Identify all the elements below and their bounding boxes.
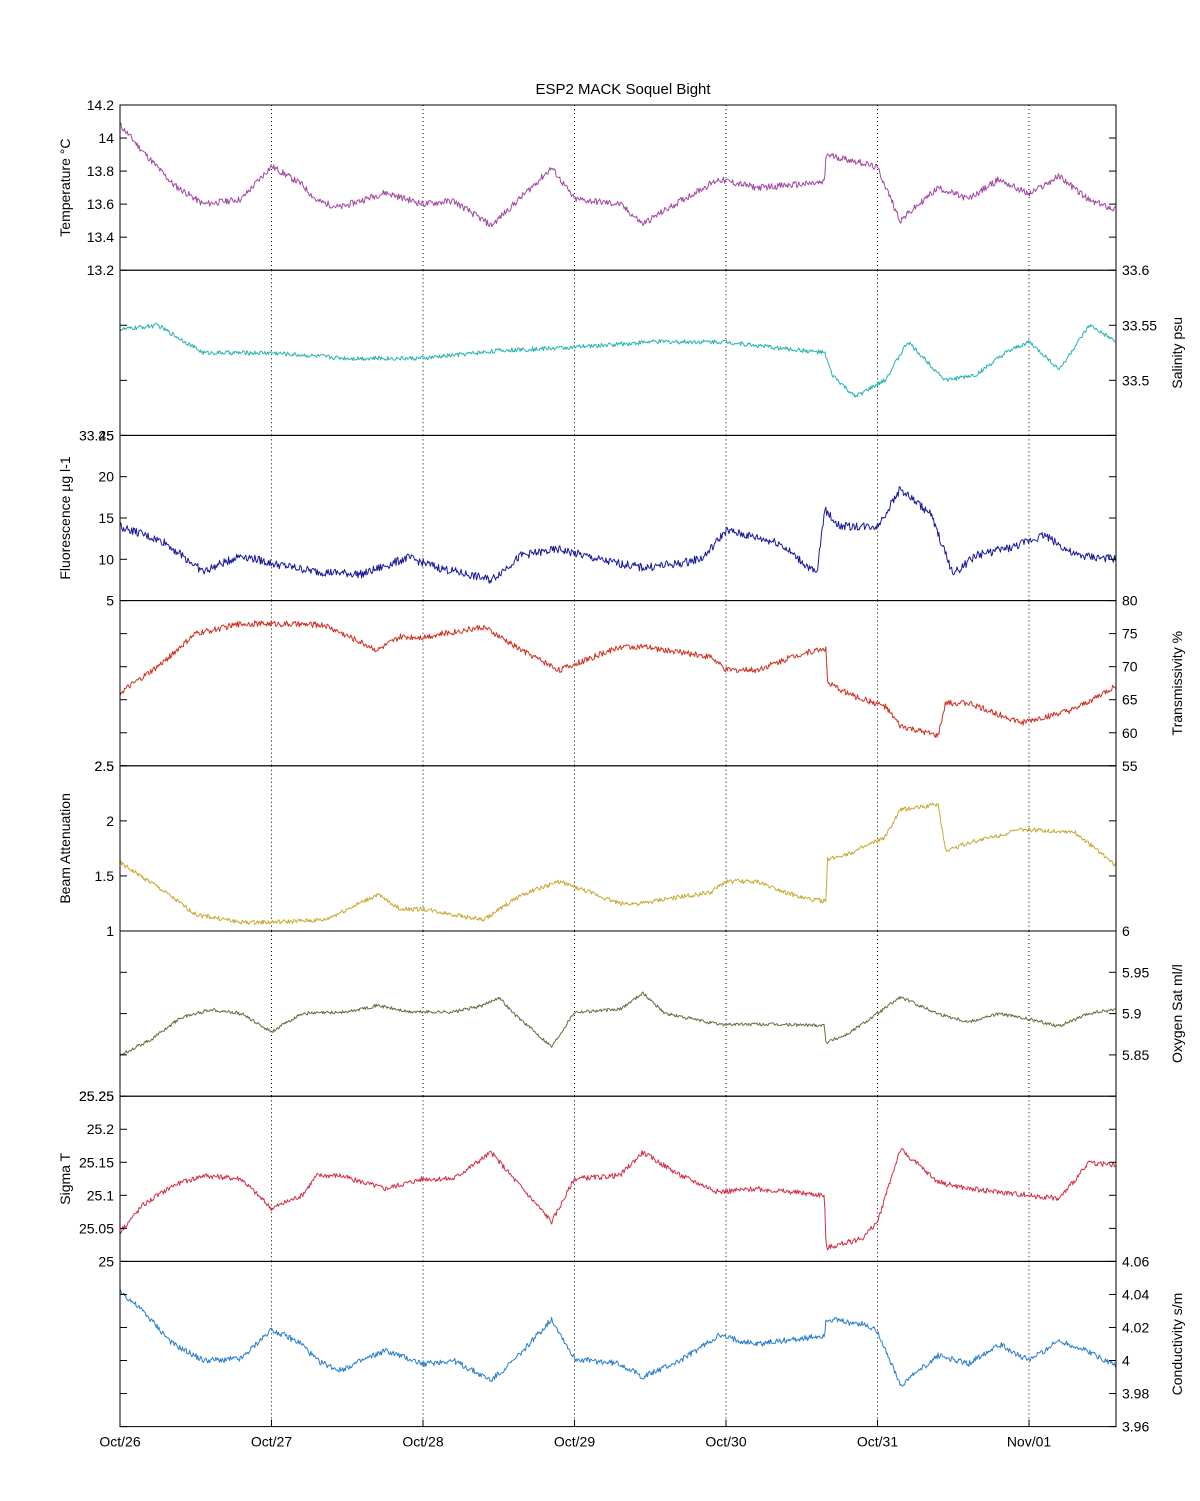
panel-beam_attenuation: 1.5 2 2.5 1 Beam Attenuation [57, 758, 1117, 939]
bottom-label-temperature: 13.2 [87, 262, 114, 278]
ylabel-beam_attenuation: Beam Attenuation [57, 793, 73, 904]
ytick-label-transmissivity-1: 60 [1122, 725, 1138, 741]
ytick-label-sigma_t-1: 25.1 [87, 1187, 114, 1203]
bottom-label-beam_attenuation: 1 [106, 923, 114, 939]
panel-frame-transmissivity [119, 600, 1117, 767]
series-oxygen_sat [119, 991, 1116, 1056]
ytick-label-oxygen_sat-1: 5.9 [1122, 1006, 1142, 1022]
ytick-label-temperature-4: 14.2 [87, 97, 114, 113]
xtick-label-0: Oct/26 [99, 1434, 140, 1450]
bottom-label-sigma_t: 25 [98, 1253, 114, 1269]
ytick-label-temperature-2: 13.8 [87, 163, 114, 179]
ytick-label-conductivity-1: 3.98 [1122, 1386, 1149, 1402]
ytick-label-conductivity-3: 4.02 [1122, 1319, 1149, 1335]
ylabel-fluorescence: Fluorescence µg l-1 [57, 456, 73, 579]
ytick-label-oxygen_sat-0: 5.85 [1122, 1047, 1149, 1063]
ytick-label-salinity-1: 33.55 [1122, 317, 1157, 333]
series-fluorescence [119, 486, 1116, 584]
panel-frame-conductivity [119, 1260, 1117, 1428]
panel-frame-oxygen_sat [119, 930, 1117, 1097]
ytick-label-oxygen_sat-3: 6 [1122, 923, 1130, 939]
ytick-label-sigma_t-4: 25.25 [79, 1088, 114, 1104]
panel-frame-beam_attenuation [119, 765, 1117, 932]
ytick-label-sigma_t-0: 25.05 [79, 1220, 114, 1236]
series-temperature [119, 122, 1116, 228]
ytick-label-fluorescence-2: 20 [98, 469, 114, 485]
ytick-label-transmissivity-2: 65 [1122, 692, 1138, 708]
xtick-label-2: Oct/28 [402, 1434, 443, 1450]
ytick-label-conductivity-5: 4.06 [1122, 1253, 1149, 1269]
ytick-label-transmissivity-5: 80 [1122, 593, 1138, 609]
ytick-label-temperature-0: 13.4 [87, 229, 114, 245]
ytick-label-fluorescence-3: 25 [98, 427, 114, 443]
ytick-label-beam_attenuation-1: 2 [106, 813, 114, 829]
ytick-label-temperature-3: 14 [98, 130, 114, 146]
bottom-label-salinity: 33.45 [79, 427, 114, 443]
ylabel-temperature: Temperature °C [57, 138, 73, 236]
bottom-label-fluorescence: 5 [106, 593, 114, 609]
ytick-label-beam_attenuation-0: 1.5 [95, 868, 115, 884]
ylabel-conductivity: Conductivity s/m [1169, 1293, 1185, 1396]
ytick-label-salinity-0: 33.5 [1122, 372, 1149, 388]
series-salinity [119, 322, 1116, 398]
ytick-label-transmissivity-4: 75 [1122, 626, 1138, 642]
series-conductivity [119, 1288, 1116, 1387]
panel-transmissivity: 55 60 65 70 75 80 2.5 Transmissivity % [95, 593, 1185, 774]
ytick-label-sigma_t-2: 25.15 [79, 1154, 114, 1170]
ytick-label-oxygen_sat-2: 5.95 [1122, 964, 1149, 980]
panel-frame-temperature [119, 104, 1117, 271]
ytick-label-fluorescence-0: 10 [98, 551, 114, 567]
series-beam_attenuation [119, 802, 1116, 925]
panel-oxygen_sat: 5.85 5.9 5.95 6 25.25 Oxygen Sat ml/l [79, 923, 1185, 1104]
ytick-label-sigma_t-3: 25.2 [87, 1121, 114, 1137]
ylabel-oxygen_sat: Oxygen Sat ml/l [1169, 964, 1185, 1063]
ytick-label-temperature-1: 13.6 [87, 196, 114, 212]
panel-frame-fluorescence [119, 434, 1117, 602]
xtick-label-5: Oct/31 [857, 1434, 898, 1450]
series-sigma_t [119, 1147, 1116, 1251]
panel-temperature: 13.4 13.6 13.8 14 14.2 13.2 Temperature °C [57, 97, 1117, 278]
xtick-label-1: Oct/27 [251, 1434, 292, 1450]
xtick-label-3: Oct/29 [554, 1434, 595, 1450]
x-axis: Oct/26 Oct/27 Oct/28 Oct/29 Oct/30 Oct/31 Nov/… [99, 1419, 1052, 1450]
panel-sigma_t: 25.05 25.1 25.15 25.2 25.25 25 Sigma T [57, 1088, 1117, 1269]
ytick-label-conductivity-2: 4 [1122, 1353, 1130, 1369]
bottom-label-transmissivity: 2.5 [95, 758, 115, 774]
ytick-label-salinity-2: 33.6 [1122, 262, 1149, 278]
ytick-label-transmissivity-3: 70 [1122, 659, 1138, 675]
series-transmissivity [119, 620, 1116, 738]
panel-salinity: 33.5 33.55 33.6 33.45 Salinity psu [79, 262, 1185, 443]
ylabel-transmissivity: Transmissivity % [1169, 631, 1185, 736]
ytick-label-fluorescence-1: 15 [98, 510, 114, 526]
ylabel-salinity: Salinity psu [1169, 317, 1185, 389]
panel-fluorescence: 10 15 20 25 5 Fluorescence µg l-1 [57, 427, 1117, 609]
xtick-label-4: Oct/30 [705, 1434, 746, 1450]
chart-title: ESP2 MACK Soquel Bight [535, 81, 711, 98]
ytick-label-beam_attenuation-2: 2.5 [95, 758, 115, 774]
bottom-label-oxygen_sat: 25.25 [79, 1088, 114, 1104]
ytick-label-conductivity-0: 3.96 [1122, 1419, 1149, 1435]
xtick-label-6: Nov/01 [1007, 1434, 1052, 1450]
panel-frame-sigma_t [119, 1095, 1117, 1262]
ylabel-sigma_t: Sigma T [57, 1152, 73, 1204]
ytick-label-conductivity-4: 4.04 [1122, 1286, 1149, 1302]
ytick-label-transmissivity-0: 55 [1122, 758, 1138, 774]
panel-conductivity: 3.96 3.98 4 4.02 4.04 4.06 Conductivity s/m [119, 1253, 1185, 1435]
